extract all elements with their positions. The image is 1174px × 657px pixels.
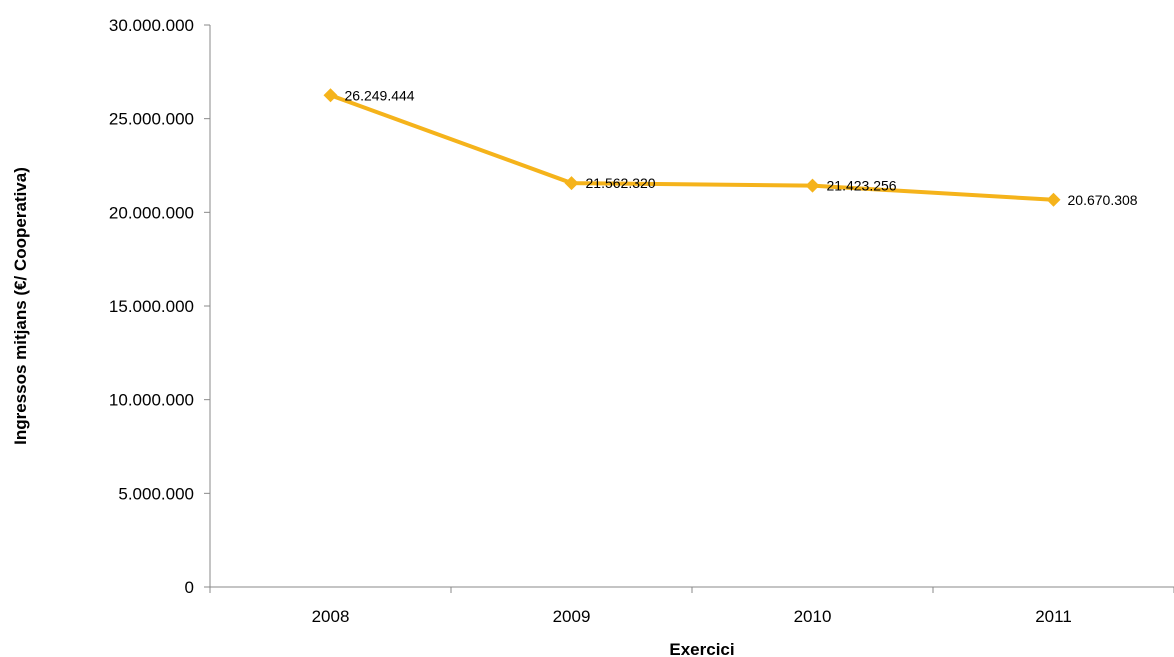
data-labels: 26.249.444 21.562.320 21.423.256 20.670.308 [345, 87, 1138, 208]
data-label: 26.249.444 [345, 87, 415, 103]
y-tick-label: 0 [185, 578, 194, 597]
x-tick-label: 2009 [553, 607, 591, 626]
y-axis-title: Ingressos mitjans (€/ Cooperativa) [11, 167, 30, 445]
y-tick-label: 30.000.000 [109, 16, 194, 35]
x-tick-label: 2011 [1035, 607, 1072, 626]
data-label: 21.423.256 [827, 178, 897, 194]
y-tick-label: 15.000.000 [109, 297, 194, 316]
series-layer [324, 88, 1061, 207]
data-label: 21.562.320 [586, 175, 656, 191]
x-tick-label: 2008 [312, 607, 350, 626]
x-axis-title: Exercici [669, 640, 734, 657]
axes [210, 25, 1174, 587]
y-tick-label: 5.000.000 [118, 484, 194, 503]
series-line [331, 95, 1054, 200]
data-point-marker [1047, 193, 1061, 207]
x-tick-label: 2010 [794, 607, 832, 626]
data-point-marker [324, 88, 338, 102]
y-tick-label: 20.000.000 [109, 203, 194, 222]
y-tick-label: 10.000.000 [109, 391, 194, 410]
data-point-marker [806, 179, 820, 193]
data-point-marker [565, 176, 579, 190]
x-axis-ticks: 2008 2009 2010 2011 [210, 587, 1174, 626]
y-tick-label: 25.000.000 [109, 110, 194, 129]
data-label: 20.670.308 [1068, 192, 1138, 208]
y-axis-ticks: 0 5.000.000 10.000.000 15.000.000 20.000.000… [109, 16, 210, 597]
